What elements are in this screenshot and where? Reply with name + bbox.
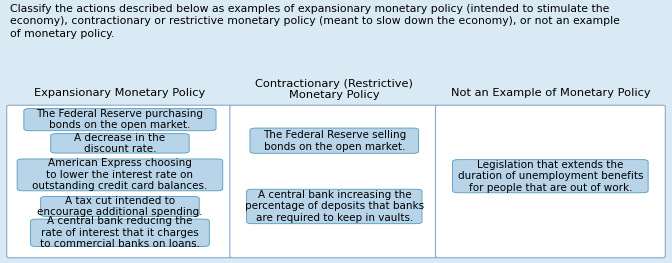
Text: Legislation that extends the
duration of unemployment benefits
for people that a: Legislation that extends the duration of… [458, 160, 643, 193]
Text: A decrease in the
discount rate.: A decrease in the discount rate. [75, 133, 165, 154]
Text: A central bank reducing the
rate of interest that it charges
to commercial banks: A central bank reducing the rate of inte… [40, 216, 200, 249]
Text: Contractionary (Restrictive)
Monetary Policy: Contractionary (Restrictive) Monetary Po… [255, 79, 413, 100]
Text: Not an Example of Monetary Policy: Not an Example of Monetary Policy [450, 88, 650, 98]
Text: A tax cut intended to
encourage additional spending.: A tax cut intended to encourage addition… [37, 196, 203, 217]
Text: Expansionary Monetary Policy: Expansionary Monetary Policy [34, 88, 206, 98]
Text: A central bank increasing the
percentage of deposits that banks
are required to : A central bank increasing the percentage… [245, 190, 424, 223]
Text: Classify the actions described below as examples of expansionary monetary policy: Classify the actions described below as … [10, 4, 620, 39]
FancyBboxPatch shape [230, 105, 439, 258]
FancyBboxPatch shape [24, 109, 216, 131]
FancyBboxPatch shape [7, 105, 233, 258]
Text: American Express choosing
to lower the interest rate on
outstanding credit card : American Express choosing to lower the i… [32, 158, 208, 191]
FancyBboxPatch shape [31, 219, 210, 246]
FancyBboxPatch shape [41, 196, 199, 216]
FancyBboxPatch shape [17, 159, 222, 191]
FancyBboxPatch shape [247, 189, 422, 224]
FancyBboxPatch shape [453, 160, 648, 193]
Text: The Federal Reserve selling
bonds on the open market.: The Federal Reserve selling bonds on the… [263, 130, 406, 151]
FancyBboxPatch shape [51, 134, 190, 153]
FancyBboxPatch shape [250, 128, 419, 153]
Text: The Federal Reserve purchasing
bonds on the open market.: The Federal Reserve purchasing bonds on … [36, 109, 204, 130]
FancyBboxPatch shape [435, 105, 665, 258]
